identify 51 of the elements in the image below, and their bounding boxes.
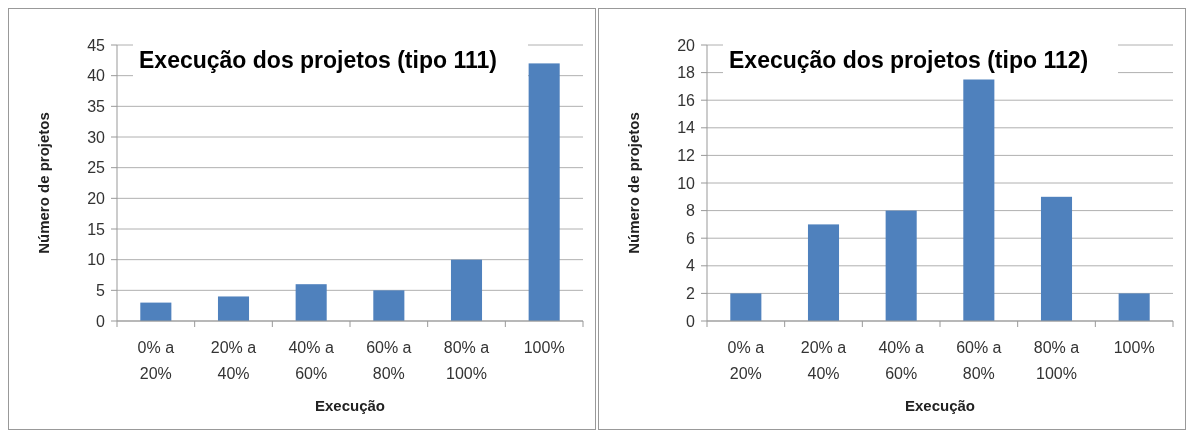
x-tick-label: 100% [1113, 339, 1155, 356]
y-tick-label: 18 [677, 64, 696, 82]
bar [730, 293, 762, 321]
y-tick-label: 45 [87, 36, 106, 54]
x-tick-label: 40% a 60% [288, 339, 334, 382]
y-tick-label: 16 [677, 91, 696, 109]
bar [295, 284, 327, 321]
bar [1040, 196, 1073, 321]
bar [528, 63, 560, 321]
y-tick-label: 0 [686, 312, 696, 330]
x-tick-label: 60% a 80% [956, 339, 1002, 382]
bar [450, 259, 483, 321]
y-tick-label: 35 [87, 97, 106, 115]
x-tick-label: 80% a 100% [1033, 339, 1080, 382]
bar [807, 224, 840, 321]
bar [373, 290, 405, 321]
x-tick-label: 80% a 100% [443, 339, 490, 382]
y-tick-label: 15 [87, 220, 106, 238]
y-tick-label: 10 [87, 251, 106, 269]
y-axis-title: Número de projetos [625, 112, 642, 254]
bar [885, 210, 917, 321]
x-axis-title: Execução [904, 397, 976, 414]
y-tick-label: 6 [686, 229, 696, 247]
bar [217, 296, 250, 321]
y-tick-label: 30 [87, 128, 106, 146]
chart-title: Execução dos projetos (tipo 111) [139, 47, 497, 73]
y-tick-label: 25 [87, 159, 106, 177]
bar [963, 79, 995, 321]
x-axis-title: Execução [314, 397, 386, 414]
y-tick-label: 0 [96, 312, 106, 330]
x-tick-label: 20% a 40% [210, 339, 257, 382]
x-tick-label: 20% a 40% [800, 339, 847, 382]
y-tick-label: 12 [677, 147, 696, 164]
x-tick-label: 60% a 80% [366, 339, 412, 382]
y-tick-label: 5 [96, 281, 106, 299]
chart-title: Execução dos projetos (tipo 112) [729, 47, 1089, 73]
y-tick-label: 2 [686, 285, 696, 302]
y-tick-label: 20 [677, 36, 696, 54]
y-tick-label: 40 [87, 67, 106, 85]
y-tick-label: 14 [677, 119, 696, 137]
x-tick-label: 0% a 20% [727, 339, 765, 382]
bar [1118, 293, 1150, 321]
y-tick-label: 10 [677, 174, 696, 192]
x-tick-label: 0% a 20% [137, 339, 175, 382]
x-tick-label: 100% [523, 339, 565, 356]
x-tick-label: 40% a 60% [878, 339, 924, 382]
y-tick-label: 8 [686, 202, 696, 220]
y-tick-label: 20 [87, 189, 106, 207]
y-axis-title: Número de projetos [35, 112, 52, 254]
bar [140, 302, 172, 321]
y-tick-label: 4 [686, 257, 696, 275]
